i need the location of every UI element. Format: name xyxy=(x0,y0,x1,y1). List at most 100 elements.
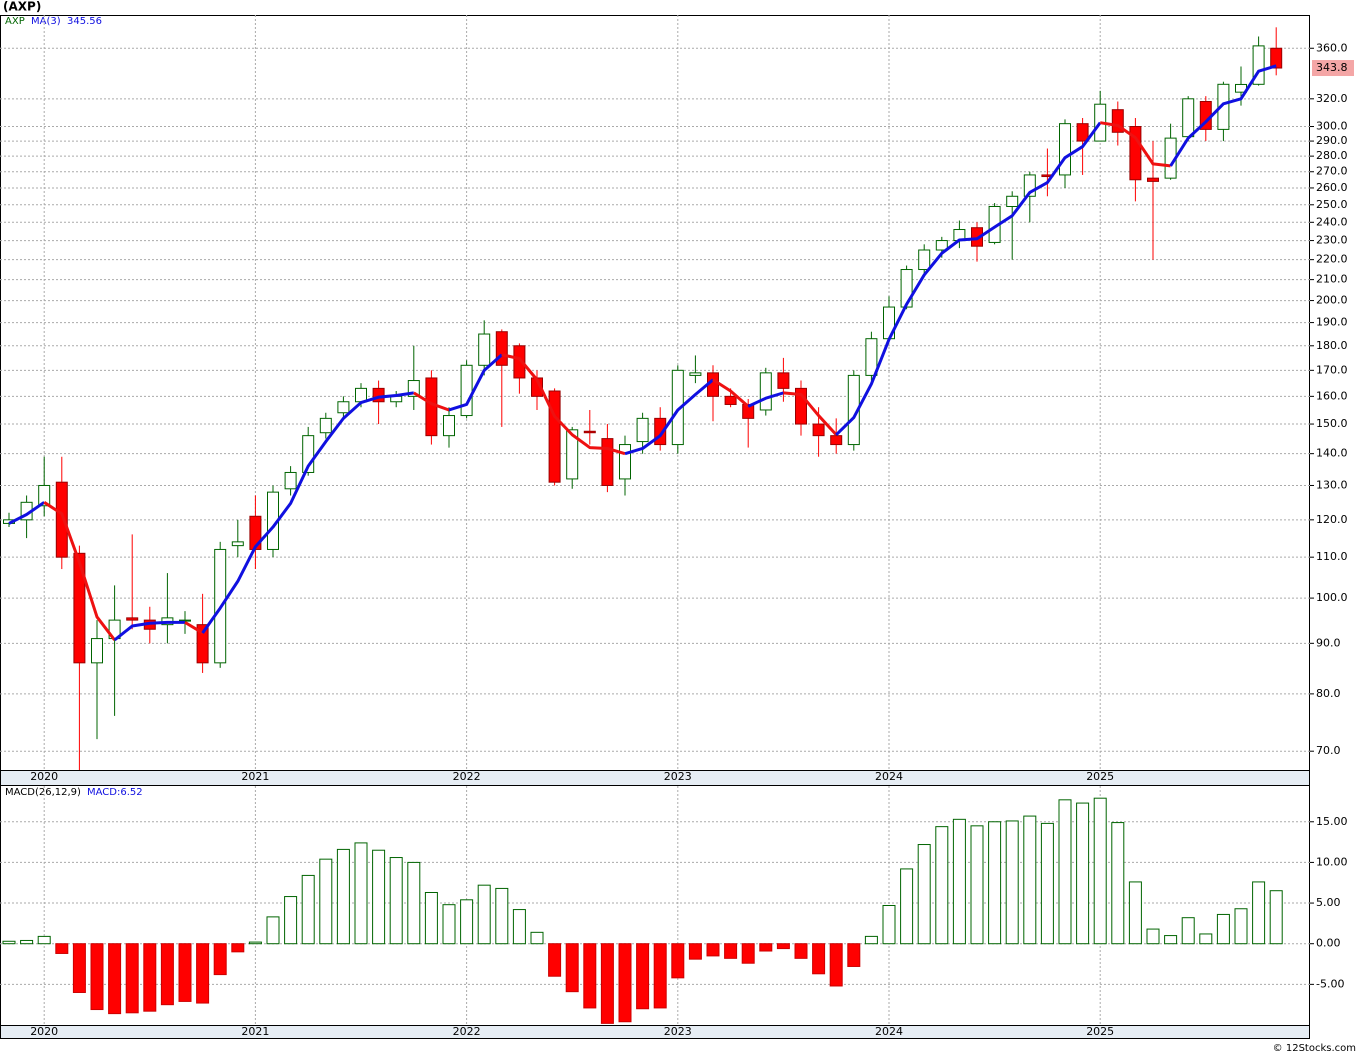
candle-body xyxy=(91,638,103,664)
macd-bar xyxy=(618,943,632,1023)
candle-body xyxy=(302,435,315,473)
y-tick-label: 180.0 xyxy=(1316,339,1348,352)
macd-bar xyxy=(1023,815,1037,945)
copyright: © 12Stocks.com xyxy=(1273,1043,1356,1054)
y-tick-label: 80.0 xyxy=(1316,687,1341,700)
candle-body xyxy=(407,380,420,397)
candle-body xyxy=(1252,45,1265,85)
y-tick-label: 10.00 xyxy=(1316,855,1348,868)
candle-body xyxy=(1059,123,1071,176)
ma-line xyxy=(783,391,838,436)
macd-bar xyxy=(1181,917,1195,945)
last-price-box xyxy=(1312,60,1354,77)
x-tick-label: 2025 xyxy=(1086,770,1114,783)
macd-bar xyxy=(477,884,491,945)
macd-bar xyxy=(970,825,984,945)
ma-line xyxy=(8,501,46,525)
macd-bar xyxy=(741,943,755,964)
candle-body xyxy=(495,331,508,366)
ma-line xyxy=(1169,64,1277,167)
x-tick-label: 2022 xyxy=(453,770,481,783)
y-tick-label: 110.0 xyxy=(1316,550,1348,563)
macd-bar xyxy=(812,943,826,975)
candle-body xyxy=(583,430,596,434)
macd-bar xyxy=(512,909,526,945)
candle-body xyxy=(355,387,367,403)
macd-bar xyxy=(495,887,509,945)
macd-bar xyxy=(600,943,614,1024)
macd-bar xyxy=(301,874,315,945)
ma-line xyxy=(113,620,185,642)
macd-bar xyxy=(407,861,421,945)
y-tick-label: 190.0 xyxy=(1316,316,1348,329)
y-tick-label: 160.0 xyxy=(1316,389,1348,402)
macd-bar xyxy=(1269,890,1283,945)
y-tick-label: 280.0 xyxy=(1316,149,1348,162)
macd-bar xyxy=(548,943,562,977)
macd-bar xyxy=(776,943,790,950)
ma-line xyxy=(1099,121,1171,168)
macd-bar xyxy=(372,849,386,945)
macd-bar xyxy=(565,943,579,993)
candle-body xyxy=(636,417,649,443)
macd-bar xyxy=(653,943,667,1009)
macd-value: MACD:6.52 xyxy=(87,787,143,798)
y-tick-label: -5.00 xyxy=(1316,977,1344,990)
y-tick-label: 240.0 xyxy=(1316,215,1348,228)
y-tick-label: 270.0 xyxy=(1316,165,1348,178)
candle-body xyxy=(1270,47,1283,69)
macd-bar xyxy=(424,891,438,945)
candle-body xyxy=(918,249,931,271)
macd-name: MACD(26,12,9) xyxy=(5,787,81,798)
macd-bar xyxy=(319,858,333,945)
ma-line xyxy=(712,378,750,408)
ma-line xyxy=(835,121,1102,436)
macd-bar xyxy=(1199,933,1213,945)
candle-body xyxy=(443,415,455,437)
x-tick-label: 2022 xyxy=(453,1025,481,1038)
y-tick-label: 360.0 xyxy=(1316,41,1348,54)
macd-bar xyxy=(759,943,773,952)
macd-bar xyxy=(37,935,51,945)
y-tick-label: 100.0 xyxy=(1316,591,1348,604)
candle-body xyxy=(566,429,579,480)
macd-bar xyxy=(900,868,914,945)
macd-bar xyxy=(1040,822,1054,945)
macd-bar xyxy=(864,935,878,945)
candle-body xyxy=(671,369,684,446)
macd-bar xyxy=(706,943,720,957)
legend-ma: MA(3) xyxy=(31,16,61,27)
candle-body xyxy=(830,435,843,446)
x-tick-label: 2023 xyxy=(664,1025,692,1038)
candle-body xyxy=(372,387,385,403)
macd-bar xyxy=(1058,799,1072,945)
y-tick-label: 5.00 xyxy=(1316,896,1341,909)
candle-body xyxy=(1147,177,1159,182)
candle-body xyxy=(548,390,561,483)
macd-bar xyxy=(724,943,738,959)
candle-body xyxy=(478,333,491,366)
candle-body xyxy=(601,438,614,486)
ma-line xyxy=(624,378,714,456)
y-tick-label: 70.0 xyxy=(1316,744,1341,757)
candle-body xyxy=(1111,109,1124,133)
candle-body xyxy=(231,541,244,547)
macd-bar xyxy=(1164,935,1178,945)
macd-bar xyxy=(1234,908,1248,945)
x-tick-label: 2024 xyxy=(875,770,903,783)
macd-bar xyxy=(882,905,896,945)
y-tick-label: 260.0 xyxy=(1316,181,1348,194)
candle-body xyxy=(337,401,350,414)
macd-bar xyxy=(1216,913,1230,945)
candle-body xyxy=(55,481,68,558)
macd-bar xyxy=(389,857,403,945)
y-tick-label: 15.00 xyxy=(1316,815,1348,828)
macd-bar xyxy=(231,943,245,953)
candle-body xyxy=(1129,126,1142,181)
macd-bar xyxy=(178,943,192,1002)
y-tick-label: 140.0 xyxy=(1316,447,1348,460)
macd-bar xyxy=(1005,820,1019,945)
last-price-label: 343.8 xyxy=(1316,61,1348,74)
legend-ma-value: 345.56 xyxy=(67,16,102,27)
